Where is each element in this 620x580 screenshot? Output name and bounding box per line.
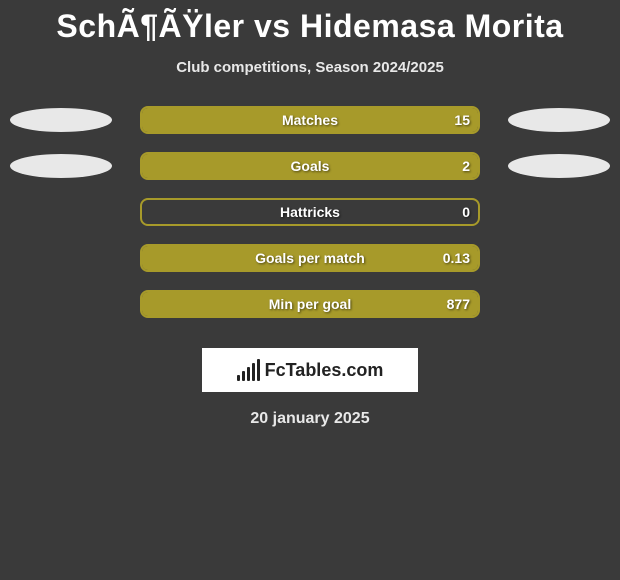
date-text: 20 january 2025 xyxy=(250,410,369,428)
stat-value-right: 15 xyxy=(454,112,470,128)
stat-row: Goals per match 0.13 xyxy=(0,244,620,272)
stat-row: Matches 15 xyxy=(0,106,620,134)
brand-text: FcTables.com xyxy=(265,360,384,381)
stat-label: Min per goal xyxy=(269,296,351,312)
page-title: SchÃ¶ÃŸler vs Hidemasa Morita xyxy=(56,8,563,45)
right-oval xyxy=(508,108,610,132)
stat-label: Hattricks xyxy=(280,204,340,220)
stat-row: Min per goal 877 xyxy=(0,290,620,318)
stat-bar: Matches 15 xyxy=(140,106,480,134)
left-oval xyxy=(10,108,112,132)
stat-label: Matches xyxy=(282,112,338,128)
stat-label: Goals per match xyxy=(255,250,365,266)
stat-value-right: 0 xyxy=(462,204,470,220)
stat-bar: Min per goal 877 xyxy=(140,290,480,318)
stat-bar: Goals per match 0.13 xyxy=(140,244,480,272)
chart-icon xyxy=(237,359,259,381)
stat-value-right: 2 xyxy=(462,158,470,174)
brand-logo[interactable]: FcTables.com xyxy=(202,348,418,392)
stat-value-right: 877 xyxy=(447,296,470,312)
stat-value-right: 0.13 xyxy=(443,250,470,266)
page-subtitle: Club competitions, Season 2024/2025 xyxy=(176,59,444,76)
stat-bar: Goals 2 xyxy=(140,152,480,180)
stat-row: Goals 2 xyxy=(0,152,620,180)
stat-bar: Hattricks 0 xyxy=(140,198,480,226)
right-oval xyxy=(508,154,610,178)
stat-row: Hattricks 0 xyxy=(0,198,620,226)
left-oval xyxy=(10,154,112,178)
stat-label: Goals xyxy=(291,158,330,174)
